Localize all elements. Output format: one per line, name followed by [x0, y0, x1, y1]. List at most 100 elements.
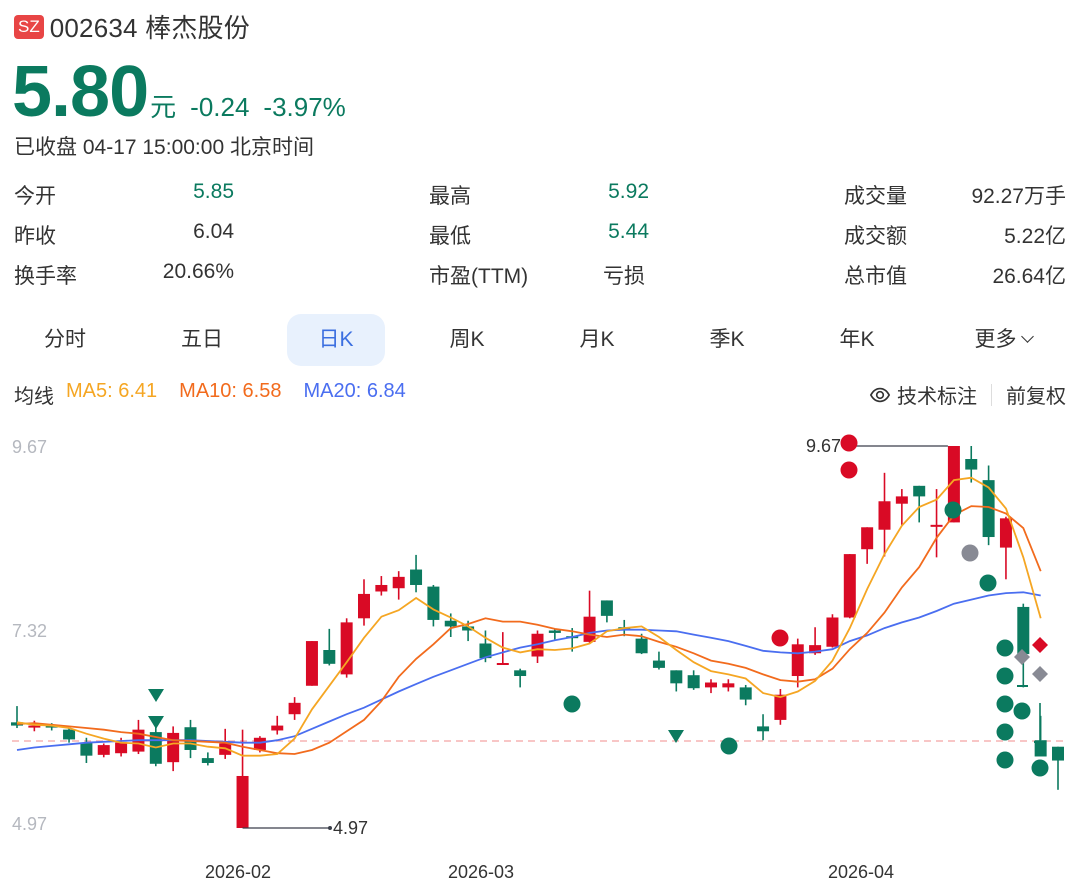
signal-dot-icon — [1031, 759, 1049, 777]
ma5-value: MA5: 6.41 — [66, 380, 158, 402]
signal-dot-icon — [944, 501, 962, 519]
candle-body — [479, 643, 492, 659]
x-tick-apr: 2026-04 — [828, 862, 895, 882]
stat-value: 5.44 — [608, 220, 649, 243]
price-unit: 元 — [150, 92, 177, 122]
exchange-badge: SZ — [14, 14, 44, 39]
ma-label: 均线 — [14, 386, 54, 408]
tab-monthly-k[interactable]: 月K — [579, 328, 615, 351]
stat-value: 26.64亿 — [992, 265, 1066, 288]
candle-body — [1052, 746, 1064, 761]
sell-signal-triangle-icon — [668, 730, 684, 743]
signal-dot-icon — [996, 751, 1014, 769]
price-change-pct: -3.97% — [263, 92, 346, 122]
ma10-value: MA10: 6.58 — [179, 380, 282, 402]
candle-body — [913, 485, 926, 497]
candle-body — [861, 527, 874, 550]
candle-body — [496, 663, 509, 666]
signal-dot-icon — [1013, 702, 1031, 720]
candle-body — [982, 480, 995, 538]
signal-dot-icon — [840, 461, 858, 479]
stat-value: 5.85 — [193, 180, 234, 203]
tab-intraday[interactable]: 分时 — [44, 328, 86, 351]
diamond-marker-icon — [1032, 637, 1048, 653]
candle-body — [271, 725, 284, 731]
stat-value: 亏损 — [603, 265, 645, 288]
current-price: 5.80 — [12, 52, 149, 132]
candle-body — [219, 743, 232, 755]
signal-dot-icon — [996, 667, 1014, 685]
signal-dot-icon — [720, 737, 738, 755]
tech-annotation-toggle[interactable]: 技术标注 — [869, 380, 977, 409]
diamond-marker-icon — [1032, 666, 1048, 682]
candle-body — [1017, 606, 1030, 655]
stat-prev-close: 昨收 6.04 — [14, 220, 234, 248]
sell-signal-triangle-icon — [148, 689, 164, 702]
candle-body — [670, 670, 683, 684]
candle-body — [774, 694, 787, 720]
max-price-label: 9.67 — [806, 436, 841, 456]
x-tick-mar: 2026-03 — [448, 862, 515, 882]
stat-value: 6.04 — [193, 220, 234, 243]
candle-body — [167, 732, 180, 763]
candle-body — [687, 675, 700, 689]
signal-dot-icon — [979, 574, 997, 592]
candle-body — [531, 633, 544, 657]
candle-body — [462, 626, 475, 631]
candle-body — [1034, 740, 1047, 757]
stock-title-row: SZ 002634 棒杰股份 — [14, 8, 250, 45]
candle-body — [791, 644, 804, 677]
candle-body — [705, 682, 717, 688]
candle-body — [375, 584, 388, 592]
tab-five-day[interactable]: 五日 — [181, 328, 223, 351]
candle-body — [427, 586, 440, 620]
divider — [991, 383, 992, 406]
stat-value: 20.66% — [162, 260, 234, 283]
candle-body — [358, 593, 370, 619]
candle-body — [97, 745, 110, 755]
tab-yearly-k[interactable]: 年K — [839, 328, 875, 351]
stock-title: 002634 棒杰股份 — [49, 13, 250, 43]
candle-body — [999, 518, 1012, 548]
tab-quarterly-k[interactable]: 季K — [709, 328, 745, 351]
diamond-marker-icon — [1014, 649, 1030, 665]
price-row: 5.80 元 -0.24 -3.97% — [12, 56, 346, 128]
candle-body — [722, 683, 735, 688]
stat-turnover-amount: 成交额 5.22亿 — [844, 220, 1066, 250]
stat-value: 92.27万手 — [971, 185, 1066, 208]
x-tick-feb: 2026-02 — [205, 862, 272, 882]
adjust-mode-button[interactable]: 前复权 — [1006, 386, 1066, 408]
chevron-down-icon — [1020, 330, 1034, 343]
market-status: 已收盘 04-17 15:00:00 北京时间 — [14, 136, 314, 159]
y-tick-mid: 7.32 — [12, 621, 48, 641]
stat-value: 5.92 — [608, 180, 649, 203]
period-tabs: 分时 五日 日K 周K 月K 季K 年K 更多 — [0, 314, 1080, 366]
stat-value: 5.22亿 — [1004, 225, 1066, 248]
signal-dot-icon — [840, 434, 858, 452]
tab-daily-k[interactable]: 日K — [287, 314, 385, 366]
y-tick-low: 4.97 — [12, 814, 48, 834]
signal-dot-icon — [996, 695, 1014, 713]
candle-body — [566, 636, 579, 639]
signal-dot-icon — [961, 544, 979, 562]
signal-dot-icon — [996, 639, 1014, 657]
min-price-label: 4.97 — [333, 818, 368, 838]
price-change: -0.24 — [190, 92, 250, 122]
stat-volume: 成交量 92.27万手 — [844, 180, 1066, 210]
candle-body — [600, 600, 613, 616]
signal-dot-icon — [771, 629, 789, 647]
tab-weekly-k[interactable]: 周K — [449, 328, 485, 351]
candle-body — [895, 496, 908, 504]
candle-body — [149, 732, 162, 764]
chart-tools: 技术标注 前复权 — [869, 380, 1066, 409]
signal-dot-icon — [563, 695, 581, 713]
candle-body — [757, 726, 770, 732]
candle-body — [305, 641, 318, 686]
candle-body — [410, 569, 423, 585]
candle-body — [878, 501, 891, 530]
eye-icon — [869, 387, 891, 402]
candle-body — [826, 617, 839, 647]
tab-more[interactable]: 更多 — [948, 314, 1058, 366]
candle-body — [11, 722, 23, 726]
stat-turnover-rate: 换手率 20.66% — [14, 260, 234, 288]
